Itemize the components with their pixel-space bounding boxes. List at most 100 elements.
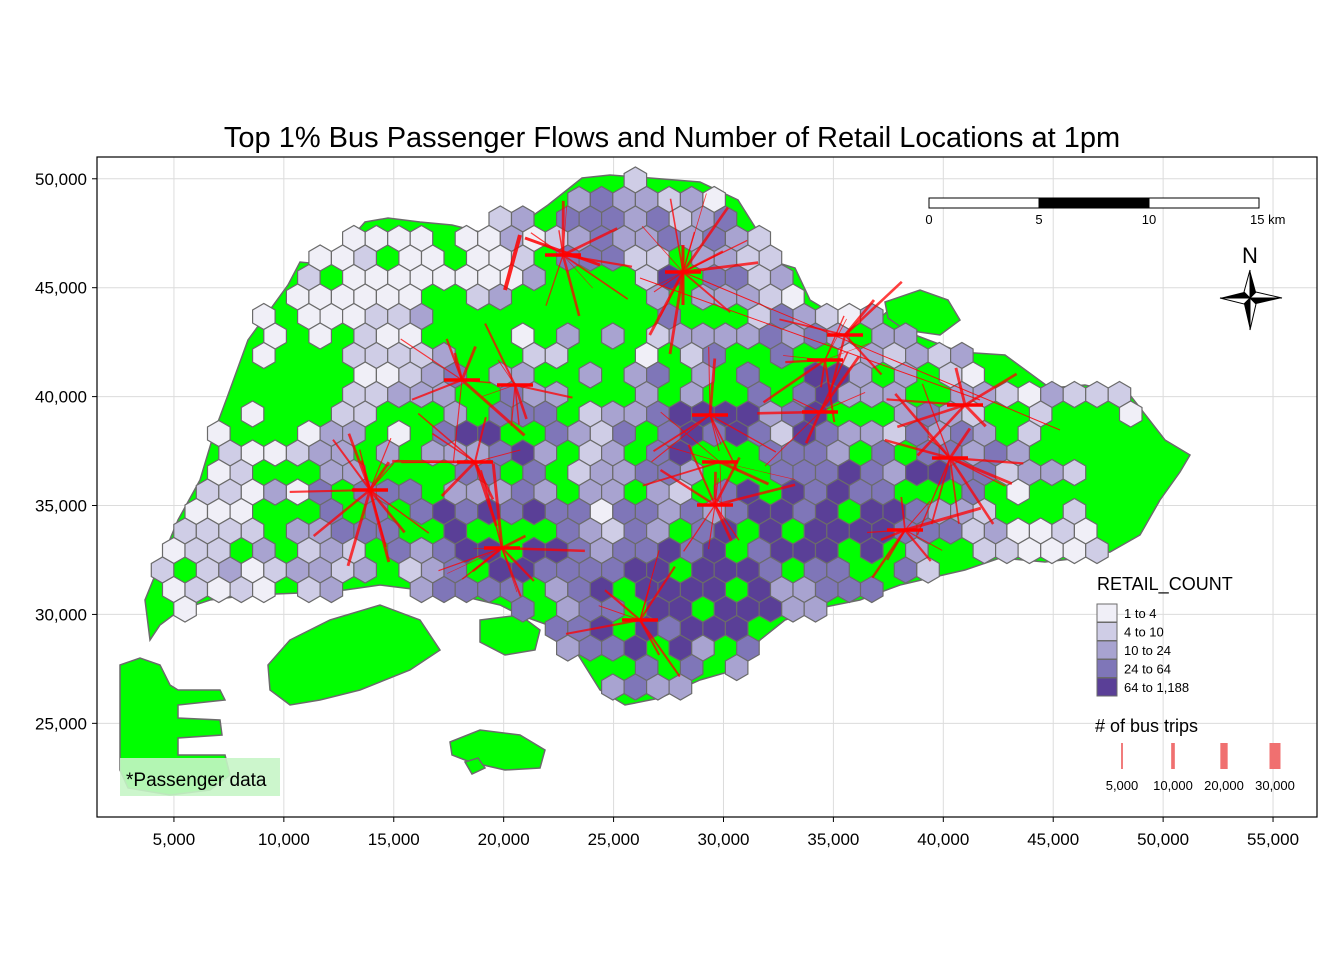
bus-flow-line xyxy=(682,271,1061,431)
bus-flow-line xyxy=(904,500,931,531)
bus-flow-line xyxy=(818,355,860,413)
bus-flow-line xyxy=(682,250,724,273)
retail-hex xyxy=(544,341,569,370)
bus-flow-line xyxy=(656,271,684,286)
bus-flow-line xyxy=(369,489,430,534)
retail-hex xyxy=(1062,458,1087,487)
bus-flow-line xyxy=(963,403,987,428)
retail-hex xyxy=(600,244,625,272)
bus-flow-line xyxy=(417,412,476,463)
scale-label-15: 15 km xyxy=(1250,212,1285,227)
bus-flow-line xyxy=(659,271,684,317)
retail-hex xyxy=(600,673,625,701)
bus-flow-line xyxy=(714,504,740,541)
bus-flow-line xyxy=(431,432,476,463)
bus-flow-line xyxy=(713,504,733,542)
bus-flow-line xyxy=(562,227,618,257)
bus-flow-line xyxy=(369,437,392,491)
retail-hex xyxy=(1062,536,1087,565)
tick-label-y: 25,000 xyxy=(35,714,87,733)
retail-hex xyxy=(578,634,603,662)
axis-ticks: 5,000 10,000 15,000 20,000 25,000 30,000 35,00… xyxy=(35,170,1299,849)
retail-hex xyxy=(308,322,332,350)
bus-flow-line xyxy=(904,529,943,551)
retail-hex xyxy=(319,575,344,604)
bus-flow-line xyxy=(545,254,564,306)
retail-hex xyxy=(994,536,1019,565)
bus-flow-line xyxy=(719,461,795,480)
retail-hex xyxy=(600,322,625,350)
bus-flow-line xyxy=(682,193,707,273)
retail-hex xyxy=(724,419,749,448)
bus-flow-line xyxy=(474,449,521,463)
bus-flow-line xyxy=(828,334,847,398)
bus-flow-line xyxy=(820,359,826,388)
bus-flow-line xyxy=(954,367,967,406)
bus-flow-line xyxy=(501,547,535,582)
retail-hex xyxy=(206,575,231,604)
bus-flow-line xyxy=(660,411,721,463)
tick-label-x: 25,000 xyxy=(588,830,640,849)
legend-retail-label: 64 to 1,188 xyxy=(1124,680,1189,695)
retail-hex xyxy=(623,673,648,701)
retail-hex xyxy=(893,556,918,584)
tick-label-x: 50,000 xyxy=(1137,830,1189,849)
bus-flow-line xyxy=(709,414,777,453)
bus-flow-line xyxy=(764,411,821,467)
tick-label-x: 40,000 xyxy=(917,830,969,849)
scale-label-10: 10 xyxy=(1142,212,1156,227)
credits-box xyxy=(120,758,280,796)
retail-hex xyxy=(803,595,828,623)
bus-flow-line xyxy=(312,489,371,537)
bus-flow-line xyxy=(368,461,391,491)
bus-flow-line xyxy=(332,439,371,491)
bus-flow-line xyxy=(871,529,907,579)
retail-hex xyxy=(859,575,884,604)
bus-flow-line xyxy=(438,547,503,572)
legend-trip-label: 30,000 xyxy=(1255,778,1295,793)
land-jurong-island xyxy=(267,604,442,706)
retail-hex xyxy=(578,361,603,389)
legend-trip-label: 20,000 xyxy=(1204,778,1244,793)
bus-flow-line xyxy=(473,461,498,527)
bus-flow-line xyxy=(652,414,711,452)
scale-label-5: 5 xyxy=(1035,212,1042,227)
tick-label-y: 40,000 xyxy=(35,388,87,407)
bus-flow-line xyxy=(949,456,1013,486)
retail-hex xyxy=(916,556,940,584)
legend-trip-mark xyxy=(1121,743,1123,769)
map-frame xyxy=(96,156,1318,818)
retail-hex xyxy=(600,634,625,662)
retail-hex xyxy=(173,595,197,623)
retail-hex xyxy=(837,380,862,409)
bus-flow-line xyxy=(894,393,951,459)
bus-flow-line xyxy=(762,358,826,404)
bus-flow-line xyxy=(719,460,770,486)
retail-hex xyxy=(454,575,479,604)
retail-hex xyxy=(769,341,794,370)
scale-label-0: 0 xyxy=(925,212,932,227)
legend-trip-mark xyxy=(1269,743,1281,769)
bus-flow-line xyxy=(719,461,722,514)
retail-hex xyxy=(285,439,310,467)
legend-retail-swatch xyxy=(1096,677,1118,697)
bus-flow-line xyxy=(501,534,527,550)
bus-flow-line xyxy=(484,323,516,386)
bus-flow-line xyxy=(707,504,716,550)
retail-hex xyxy=(1118,400,1143,428)
bus-flow-line xyxy=(653,271,684,293)
bus-flow-line xyxy=(641,225,684,273)
bus-flow-line xyxy=(358,449,371,491)
retail-hex xyxy=(1040,458,1064,487)
retail-hex xyxy=(1017,536,1042,565)
land-small-island-2 xyxy=(463,757,487,775)
retail-hex xyxy=(297,575,321,604)
bus-flow-line xyxy=(562,254,629,300)
legend-retail-swatch xyxy=(1096,659,1118,678)
bus-flow-line xyxy=(474,416,487,463)
bus-flow-line xyxy=(949,457,960,524)
bus-flow-line xyxy=(709,414,720,452)
bus-flow-line xyxy=(709,414,722,445)
retail-hex xyxy=(522,263,546,292)
retail-hex xyxy=(240,400,265,428)
